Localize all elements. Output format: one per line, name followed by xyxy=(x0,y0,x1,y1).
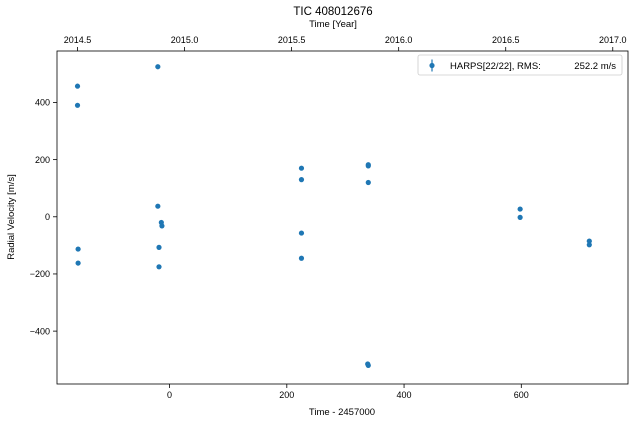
y-tick-label: 0 xyxy=(45,212,50,222)
top-x-axis: 2014.5 2015.0 2015.5 2016.0 2016.5 2017.0 xyxy=(64,35,627,51)
data-point xyxy=(298,230,305,236)
data-point xyxy=(74,83,81,89)
top-tick-label: 2017.0 xyxy=(599,35,627,45)
data-point xyxy=(586,238,592,244)
data-point xyxy=(365,163,371,169)
plot-frame xyxy=(56,50,629,385)
data-point xyxy=(155,203,161,209)
data-point xyxy=(155,64,161,70)
y-axis: −400 −200 0 200 400 xyxy=(30,98,57,336)
data-point xyxy=(365,362,371,369)
y-tick-label: 400 xyxy=(35,98,50,108)
x-tick-label: 600 xyxy=(514,390,529,400)
data-point xyxy=(517,214,523,220)
y-axis-label: Radial Velocity [m/s] xyxy=(6,174,17,260)
top-tick-label: 2016.5 xyxy=(492,35,520,45)
y-tick-label: −200 xyxy=(30,269,50,279)
data-point xyxy=(298,165,305,171)
top-x-axis-label: Time [Year] xyxy=(309,19,357,30)
top-tick-label: 2015.0 xyxy=(171,35,199,45)
legend-label-series: HARPS[22/22], RMS: xyxy=(450,61,541,72)
top-tick-label: 2014.5 xyxy=(64,35,92,45)
x-tick-label: 400 xyxy=(397,390,412,400)
data-point xyxy=(75,260,81,266)
y-tick-label: 200 xyxy=(35,155,50,165)
top-tick-label: 2016.0 xyxy=(385,35,413,45)
data-point xyxy=(159,223,165,229)
x-tick-label: 200 xyxy=(279,390,294,400)
data-point xyxy=(74,102,81,108)
data-point xyxy=(365,179,371,186)
legend-label-rms: 252.2 m/s xyxy=(574,61,616,72)
legend-marker xyxy=(429,62,435,69)
data-point xyxy=(517,206,523,212)
x-tick-label: 0 xyxy=(167,390,172,400)
data-points xyxy=(74,64,592,369)
data-point xyxy=(156,244,162,250)
legend-box xyxy=(417,54,623,76)
x-axis: 0 200 400 600 xyxy=(167,384,529,400)
data-point xyxy=(298,177,305,183)
data-point xyxy=(298,255,305,261)
y-tick-label: −400 xyxy=(30,326,50,336)
data-point xyxy=(75,246,81,252)
top-tick-label: 2015.5 xyxy=(278,35,306,45)
data-point xyxy=(156,264,162,270)
legend: HARPS[22/22], RMS: 252.2 m/s xyxy=(417,54,623,76)
x-axis-label: Time - 2457000 xyxy=(309,407,375,418)
chart-title: TIC 408012676 xyxy=(293,6,372,18)
data-point xyxy=(586,242,592,248)
